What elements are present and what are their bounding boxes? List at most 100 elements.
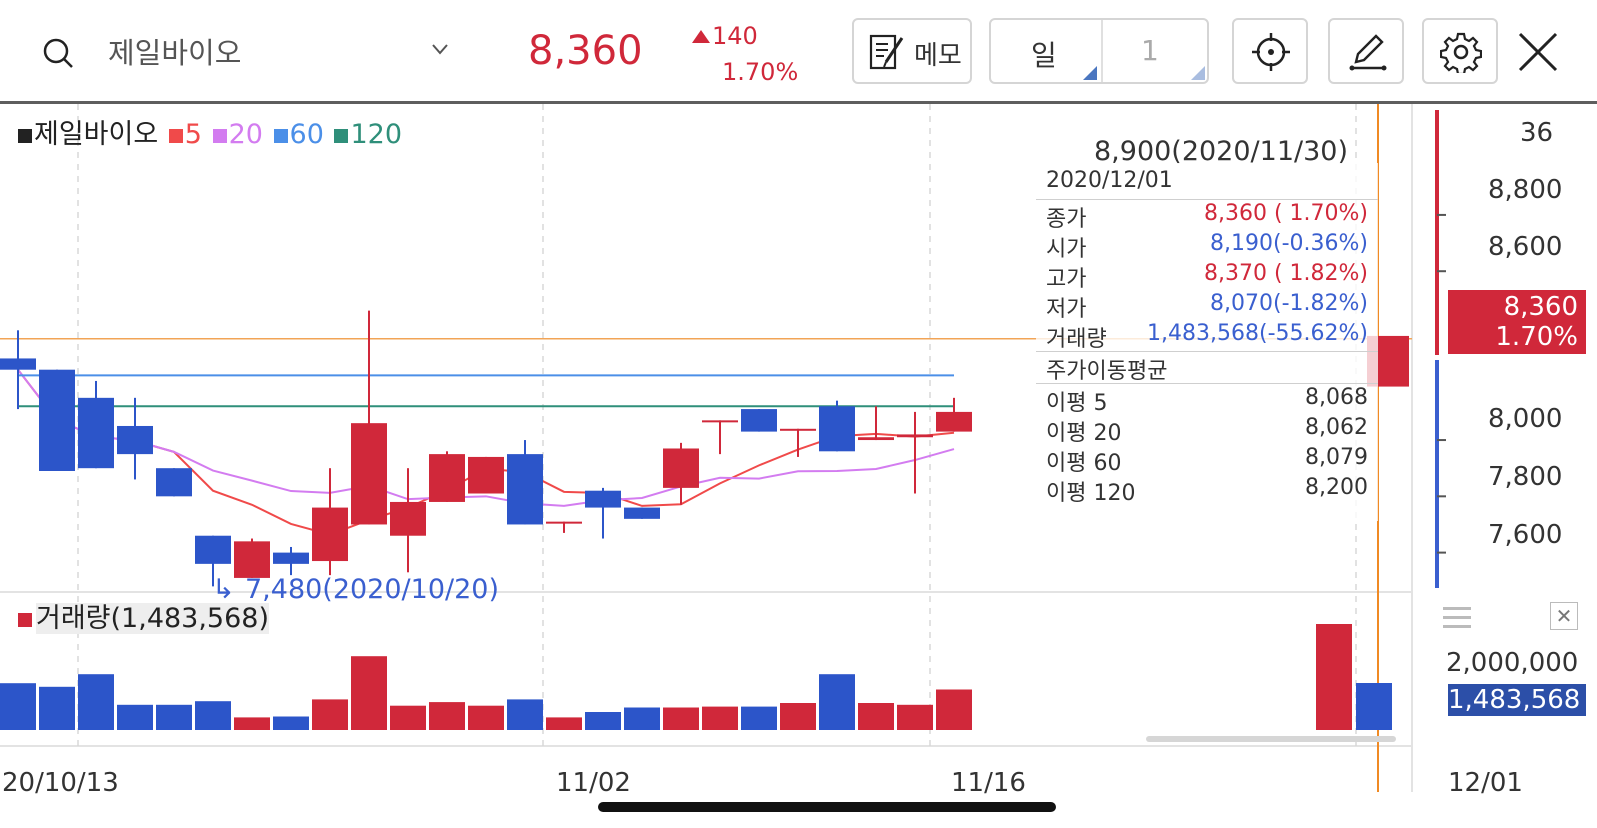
x-tick-label: 11/16 xyxy=(951,768,1026,798)
info-ma60: 8,079 xyxy=(1305,445,1368,470)
legend-swatch xyxy=(168,128,183,143)
volume-bar xyxy=(429,702,465,730)
volume-bar xyxy=(1316,624,1352,730)
info-label: 이평 60 xyxy=(1046,451,1122,476)
y-tick-label: 8,000 xyxy=(1488,404,1563,434)
chart-legend: 제일바이오 5 20 60 120 xyxy=(18,112,404,151)
legend-ma60: 60 xyxy=(289,119,324,150)
stock-name[interactable]: 제일바이오 xyxy=(108,36,242,70)
search-icon[interactable] xyxy=(42,37,74,69)
current-price-tag: 8,360 1.70% xyxy=(1448,290,1586,354)
crosshair-icon xyxy=(1252,33,1290,71)
memo-label: 메모 xyxy=(914,41,962,71)
candle-body xyxy=(585,490,621,508)
legend-swatch xyxy=(18,612,32,627)
volume-bar xyxy=(78,674,114,730)
info-low: 8,070(-1.82%) xyxy=(1210,291,1368,316)
legend-swatch xyxy=(18,128,32,143)
volume-bar xyxy=(858,703,894,730)
price-chart[interactable] xyxy=(0,104,1597,804)
chevron-down-icon[interactable] xyxy=(432,42,448,56)
close-icon[interactable] xyxy=(1516,30,1560,74)
memo-button[interactable]: 메모 xyxy=(852,18,972,84)
legend-stock: 제일바이오 xyxy=(34,119,159,150)
candle-body xyxy=(117,425,153,455)
info-close: 8,360 ( 1.70%) xyxy=(1203,201,1368,226)
ohlc-info-box: 2020/12/01 종가 8,360 ( 1.70%) 시가 8,190(-0.3… xyxy=(1036,163,1378,521)
low-annotation: 7,480(2020/10/20) xyxy=(245,574,499,605)
info-ma20: 8,062 xyxy=(1305,415,1368,440)
volume-bar xyxy=(1356,683,1392,730)
close-panel-icon[interactable]: ✕ xyxy=(1550,602,1578,630)
candle-body xyxy=(429,454,465,502)
volume-bar xyxy=(663,707,699,730)
candle-body xyxy=(780,428,816,431)
volume-bar xyxy=(585,712,621,730)
candle-body xyxy=(858,437,894,441)
volume-bar xyxy=(936,689,972,730)
info-ma5: 8,068 xyxy=(1305,385,1368,410)
volume-bar xyxy=(741,706,777,730)
period-label[interactable]: 일 xyxy=(1031,39,1057,72)
legend-swatch xyxy=(273,128,288,143)
volume-bar xyxy=(39,686,75,730)
volume-bar xyxy=(819,674,855,730)
info-label: 종가 xyxy=(1046,207,1087,232)
candle-body xyxy=(624,507,660,519)
legend-ma5: 5 xyxy=(184,119,202,150)
info-label: 이평 120 xyxy=(1046,481,1136,506)
draw-button[interactable] xyxy=(1328,18,1404,84)
price-tag-value: 8,360 xyxy=(1503,292,1578,322)
candle-body xyxy=(390,501,426,536)
candle-body xyxy=(663,448,699,488)
volume-legend: 거래량(1,483,568) xyxy=(18,596,269,635)
info-label: 이평 5 xyxy=(1046,391,1108,416)
divider xyxy=(1101,20,1103,82)
info-label: 거래량 xyxy=(1046,327,1107,352)
volume-legend-text: 거래량(1,483,568) xyxy=(36,603,269,634)
candle-body xyxy=(468,456,504,494)
y-tick-label: 8,600 xyxy=(1488,232,1563,262)
candle-body xyxy=(936,411,972,432)
period-selector[interactable]: 일 1 xyxy=(989,18,1209,84)
y-tick-label: 7,600 xyxy=(1488,520,1563,550)
crosshair-button[interactable] xyxy=(1232,18,1308,84)
divider xyxy=(1036,383,1378,384)
volume-bar xyxy=(702,706,738,730)
info-open: 8,190(-0.36%) xyxy=(1210,231,1368,256)
top-bar: 제일바이오 8,360 140 1.70% 메모 일 1 xyxy=(0,0,1597,102)
current-price: 8,360 xyxy=(528,28,643,74)
volume-bar xyxy=(195,701,231,730)
axis-top-label: 36 xyxy=(1520,118,1554,148)
ma5-line xyxy=(17,369,955,536)
y-tick-label: 8,800 xyxy=(1488,175,1563,205)
drag-handle-icon[interactable] xyxy=(1443,605,1471,631)
info-label: 고가 xyxy=(1046,267,1087,292)
price-change-pct: 1.70% xyxy=(722,58,799,86)
info-label: 시가 xyxy=(1046,237,1087,262)
volume-bar xyxy=(624,707,660,730)
candle-body xyxy=(897,434,933,438)
candle-body xyxy=(273,552,309,564)
price-tag-pct: 1.70% xyxy=(1495,322,1578,352)
divider xyxy=(1036,351,1378,352)
dropdown-corner-icon xyxy=(1083,66,1097,80)
x-tick-label: 12/01 xyxy=(1448,768,1523,798)
volume-bar xyxy=(312,699,348,730)
candle-body xyxy=(819,406,855,452)
info-volume: 1,483,568(-55.62%) xyxy=(1147,321,1368,346)
settings-button[interactable] xyxy=(1422,18,1498,84)
candle-body xyxy=(78,397,114,469)
x-tick-label: 20/10/13 xyxy=(2,768,119,798)
period-count[interactable]: 1 xyxy=(1141,34,1159,67)
legend-ma120: 120 xyxy=(350,119,403,150)
home-indicator[interactable] xyxy=(598,802,1056,812)
info-label: 저가 xyxy=(1046,297,1087,322)
volume-bar xyxy=(273,716,309,730)
candle-body xyxy=(507,454,543,525)
legend-ma20: 20 xyxy=(228,119,263,150)
candle-body xyxy=(312,507,348,562)
price-change: 140 xyxy=(712,22,758,50)
info-ma-title: 주가이동평균 xyxy=(1046,359,1168,384)
volume-bar xyxy=(897,704,933,730)
